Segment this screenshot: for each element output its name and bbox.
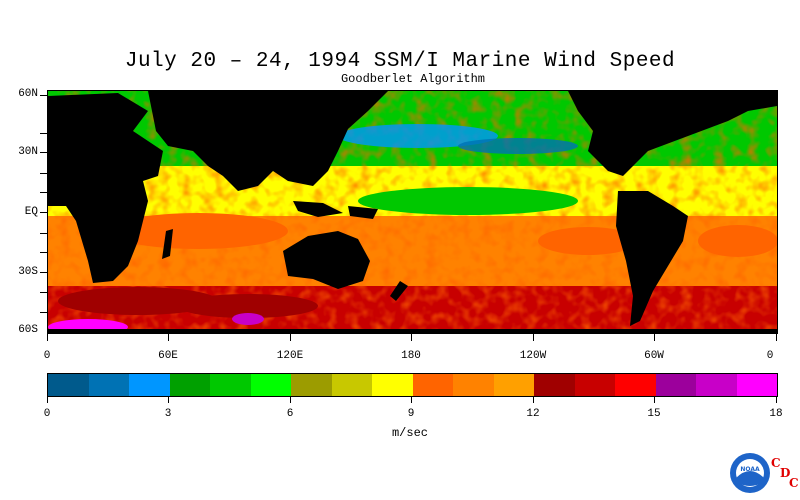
colorbar-tick [776, 396, 777, 403]
colorbar-label-3: 3 [164, 408, 172, 420]
lat-tick [40, 312, 47, 313]
colorbar-tick [654, 396, 655, 403]
colorbar-swatch [169, 374, 210, 396]
low-wind-patch [458, 138, 578, 154]
madagascar-landmass [162, 229, 173, 259]
colorbar-swatch [48, 374, 89, 396]
lon-tick [411, 333, 412, 341]
map-svg [48, 91, 777, 333]
lat-label-60n: 60N [18, 88, 38, 100]
asia-landmass [148, 91, 388, 191]
lat-tick [40, 173, 47, 174]
storm-patch [58, 287, 218, 315]
indonesia-landmass [293, 201, 378, 219]
high-wind-patch [538, 227, 638, 255]
colorbar-tick [290, 396, 291, 403]
lon-label-60e: 60E [158, 350, 178, 362]
colorbar-swatch [534, 374, 575, 396]
colorbar-swatch [453, 374, 494, 396]
colorbar-swatch [210, 374, 251, 396]
lat-tick [40, 212, 47, 213]
africa-landmass [48, 93, 163, 283]
lon-label-60w: 60W [644, 350, 664, 362]
map-subtitle: Goodberlet Algorithm [340, 72, 486, 86]
colorbar-swatch [250, 374, 291, 396]
lon-label-120w: 120W [519, 350, 547, 362]
colorbar-tick [533, 396, 534, 403]
colorbar-units: m/sec [391, 426, 428, 440]
colorbar-label-18: 18 [769, 408, 783, 420]
lat-label-30s: 30S [18, 266, 38, 278]
colorbar-swatch [696, 374, 737, 396]
map-title: July 20 – 24, 1994 SSM/I Marine Wind Spe… [124, 50, 676, 73]
greenland-landmass [683, 91, 738, 121]
lat-tick [40, 95, 47, 96]
colorbar-swatch [412, 374, 453, 396]
lat-tick [40, 292, 47, 293]
lon-label-0: 0 [43, 350, 51, 362]
storm-patch [178, 294, 318, 318]
colorbar-label-15: 15 [647, 408, 661, 420]
lon-label-120e: 120E [276, 350, 304, 362]
colorbar-swatch [655, 374, 696, 396]
lat-tick [40, 192, 47, 193]
colorbar-label-6: 6 [286, 408, 294, 420]
lon-tick [533, 333, 534, 341]
colorbar-tick [168, 396, 169, 403]
lat-tick [40, 252, 47, 253]
colorbar-swatch [372, 374, 413, 396]
lon-tick [654, 333, 655, 341]
high-wind-patch [698, 225, 777, 257]
lon-tick [47, 333, 48, 341]
colorbar-swatch [615, 374, 656, 396]
colorbar-swatch [129, 374, 170, 396]
cdc-letter-c2: C [789, 476, 799, 490]
colorbar-swatch [736, 374, 777, 396]
wind-speed-colorbar [47, 373, 778, 397]
colorbar-tick [411, 396, 412, 403]
lon-tick [776, 333, 777, 341]
colorbar-swatch [574, 374, 615, 396]
extreme-wind-patch [232, 313, 264, 325]
southern-ice-edge [48, 329, 777, 333]
low-wind-patch [358, 187, 578, 215]
lon-label-0-east: 0 [766, 350, 774, 362]
lat-label-60s: 60S [18, 324, 38, 336]
colorbar-label-0: 0 [43, 408, 51, 420]
colorbar-swatch [331, 374, 372, 396]
colorbar-swatch [88, 374, 129, 396]
landmasses [48, 91, 777, 326]
wind-speed-map [47, 90, 778, 334]
lon-tick [290, 333, 291, 341]
colorbar-swatch [291, 374, 332, 396]
lat-tick [40, 272, 47, 273]
colorbar-label-12: 12 [526, 408, 540, 420]
cdc-letter-c: C [771, 456, 781, 470]
australia-landmass [283, 231, 370, 289]
south-america-landmass [616, 191, 688, 326]
colorbar-label-9: 9 [407, 408, 415, 420]
colorbar-tick [47, 396, 48, 403]
lat-tick [40, 152, 47, 153]
new-zealand-landmass [390, 281, 408, 301]
low-wind-patch [338, 124, 498, 148]
high-wind-patch [108, 213, 288, 249]
noaa-logo-icon[interactable]: NOAA [729, 452, 771, 494]
cdc-letter-d: D [780, 466, 791, 480]
lat-tick [40, 133, 47, 134]
colorbar-swatch [493, 374, 534, 396]
lon-label-180: 180 [401, 350, 421, 362]
lat-label-30n: 30N [18, 146, 38, 158]
lon-tick [168, 333, 169, 341]
lat-tick [40, 233, 47, 234]
lat-label-eq: EQ [24, 206, 38, 218]
noaa-logo-text: NOAA [740, 466, 760, 473]
